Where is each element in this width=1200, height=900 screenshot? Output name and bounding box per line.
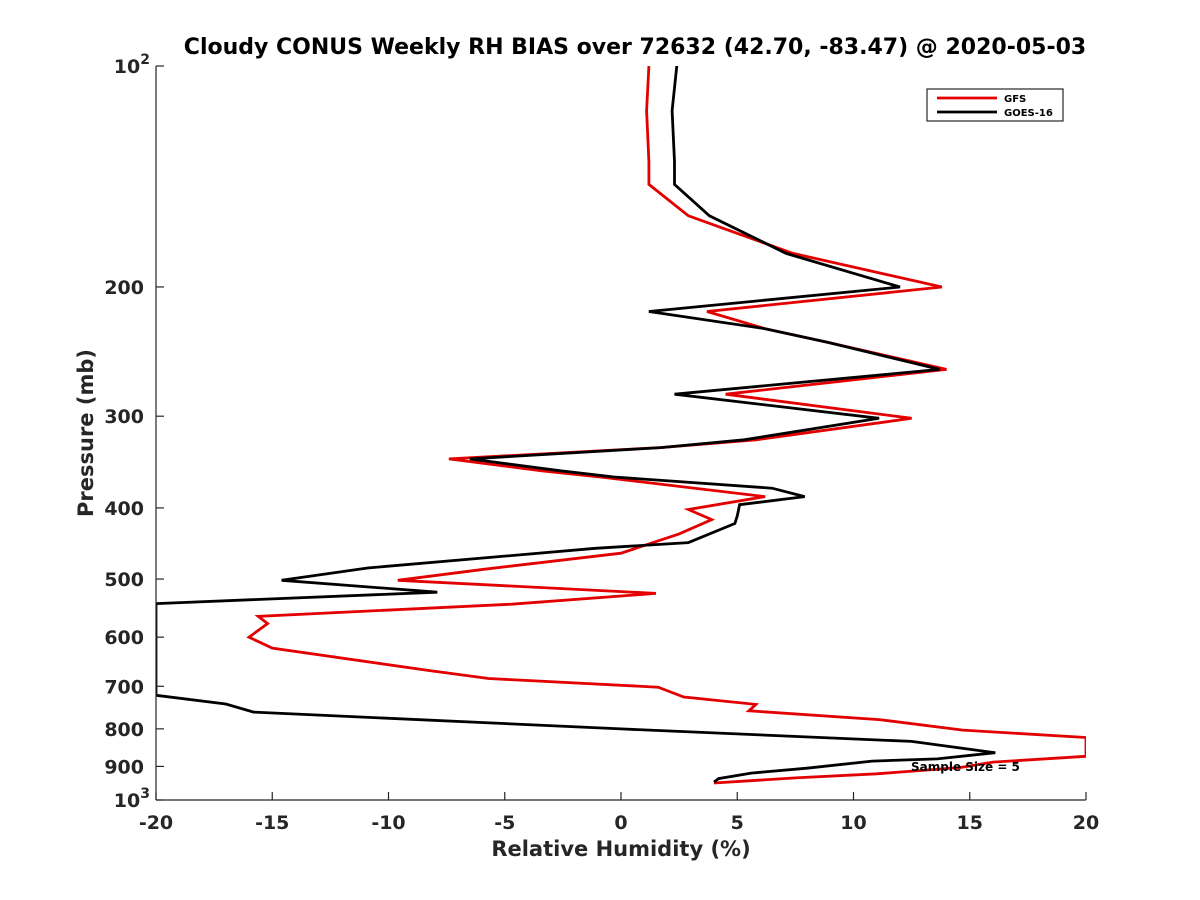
x-tick-label: 5 [731, 812, 744, 834]
x-tick-label: -5 [494, 812, 515, 834]
legend-label: GOES-16 [1004, 108, 1053, 119]
x-tick-label: -15 [255, 812, 289, 834]
x-axis-label: Relative Humidity (%) [491, 837, 750, 861]
legend-label: GFS [1004, 94, 1026, 105]
x-tick-label: -10 [371, 812, 405, 834]
y-axis: 102 200 300 400 500 600 700 800 900 103 [104, 52, 164, 812]
y-tick-label: 500 [104, 569, 144, 591]
legend-box [926, 88, 1064, 122]
y-tick-label: 900 [104, 756, 144, 778]
y-tick-label: 400 [104, 498, 144, 520]
y-tick-label: 103 [114, 786, 150, 812]
y-tick-label: 800 [104, 719, 144, 741]
x-tick-label: 15 [957, 812, 983, 834]
x-tick-label: 0 [614, 812, 627, 834]
series-line-goes-16 [156, 66, 996, 784]
x-tick-label: 10 [840, 812, 866, 834]
sample-size-annotation: Sample Size = 5 [911, 760, 1020, 774]
series-layer [156, 66, 1086, 785]
legend: GFS GOES-16 [926, 88, 1064, 122]
y-tick-label: 700 [104, 676, 144, 698]
x-tick-label: -20 [139, 812, 173, 834]
y-axis-label: Pressure (mb) [74, 349, 98, 517]
y-tick-label: 200 [104, 277, 144, 299]
series-line-gfs [246, 66, 1086, 785]
y-tick-label: 102 [114, 52, 150, 78]
x-tick-label: 20 [1073, 812, 1099, 834]
x-axis: -20 -15 -10 -5 0 5 10 15 20 [139, 66, 1099, 834]
plot-frame [156, 66, 1086, 800]
y-tick-label: 600 [104, 627, 144, 649]
y-tick-label: 300 [104, 406, 144, 428]
chart-title: Cloudy CONUS Weekly RH BIAS over 72632 (… [184, 35, 1086, 60]
